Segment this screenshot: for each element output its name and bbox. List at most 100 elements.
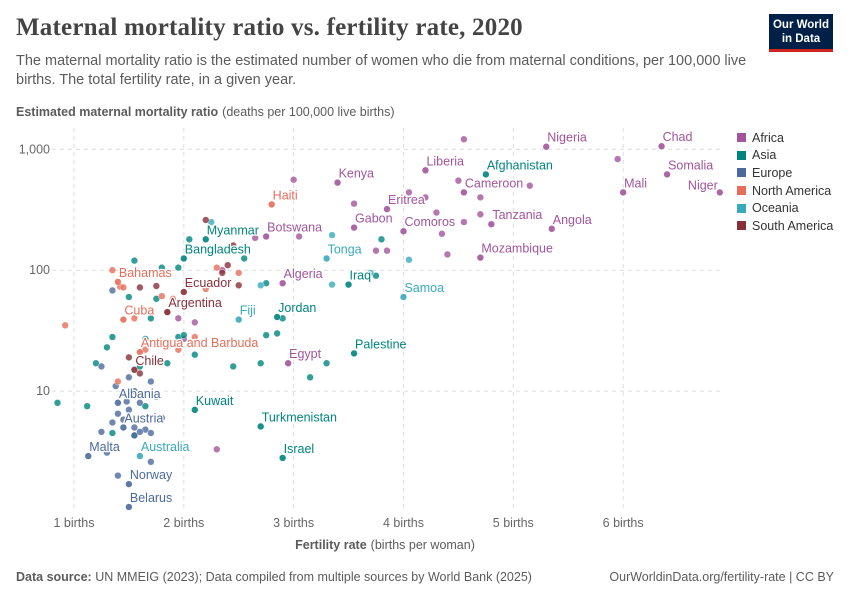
data-point-somalia	[663, 170, 671, 178]
data-point-australia	[136, 452, 144, 460]
y-axis-label-rest: (deaths per 100,000 live births)	[222, 105, 394, 119]
data-point-chad	[657, 142, 666, 150]
data-point	[202, 216, 210, 224]
data-point-cameroon	[460, 188, 468, 196]
data-point-algeria	[279, 279, 287, 287]
y-axis-label-bold: Estimated maternal mortality ratio	[16, 105, 219, 119]
data-point	[125, 353, 133, 361]
data-point	[257, 281, 265, 289]
legend-swatch	[737, 150, 746, 160]
data-point-egypt	[284, 359, 292, 367]
data-point-malta	[84, 452, 92, 460]
data-point	[224, 261, 232, 269]
data-point	[526, 182, 534, 190]
data-point	[141, 402, 149, 410]
data-point	[125, 373, 133, 381]
data-point-niger	[716, 188, 724, 196]
data-point	[235, 281, 243, 289]
data-point	[130, 387, 138, 395]
point-label-fiji: Fiji	[240, 304, 256, 318]
x-tick-label: 6 births	[603, 516, 644, 530]
data-point	[83, 402, 91, 410]
owid-logo[interactable]: Our World in Data	[769, 14, 833, 52]
legend-swatch	[737, 221, 746, 231]
data-point	[180, 331, 188, 339]
data-point	[92, 359, 100, 367]
data-point	[136, 362, 144, 371]
legend-item-asia[interactable]: Asia	[737, 147, 833, 165]
data-point-kuwait	[191, 406, 199, 414]
legend-label: North America	[752, 183, 832, 198]
data-point	[306, 373, 314, 381]
legend-swatch	[737, 168, 746, 178]
data-point	[273, 329, 281, 338]
data-point	[103, 448, 111, 457]
data-point	[174, 264, 182, 272]
data-point	[114, 410, 122, 418]
data-point	[438, 230, 446, 238]
point-label-belarus: Belarus	[130, 491, 172, 505]
data-point	[125, 406, 133, 414]
data-point	[147, 458, 155, 466]
point-label-gabon: Gabon	[355, 212, 393, 226]
data-point	[240, 254, 248, 263]
data-point	[191, 351, 199, 359]
point-label-bangladesh: Bangladesh	[185, 242, 251, 256]
point-label-angola: Angola	[553, 213, 592, 227]
data-point	[213, 445, 221, 453]
data-point	[229, 241, 237, 250]
legend-swatch	[737, 203, 746, 213]
data-point	[443, 250, 452, 259]
legend: Africa Asia Europe North America Oceania Sout…	[737, 129, 833, 235]
data-point-tanzania	[487, 220, 495, 228]
point-label-norway: Norway	[130, 468, 173, 482]
data-point	[251, 234, 259, 242]
data-point	[290, 176, 298, 184]
data-point-mali	[619, 188, 627, 196]
data-points	[53, 135, 724, 511]
legend-label: South America	[752, 218, 834, 233]
data-point-haiti	[268, 200, 276, 209]
data-point	[61, 321, 69, 329]
point-label-israel: Israel	[284, 442, 315, 456]
legend-item-africa[interactable]: Africa	[737, 129, 833, 147]
data-point-jordan	[273, 313, 281, 321]
logo-line-1: Our World	[772, 19, 829, 31]
data-point-iraq	[344, 281, 353, 289]
x-tick-label: 1 births	[53, 516, 94, 530]
legend-label: Oceania	[752, 201, 799, 216]
legend-item-north-america[interactable]: North America	[737, 182, 833, 200]
legend-swatch	[737, 133, 746, 143]
y-tick-label: 1,000	[19, 142, 50, 156]
data-point	[218, 269, 226, 277]
data-point	[460, 218, 468, 226]
data-point-ecuador	[180, 288, 188, 296]
data-point	[185, 235, 193, 243]
legend-item-europe[interactable]: Europe	[737, 164, 833, 182]
data-point	[147, 314, 155, 322]
axes: 10 100 1,000 1 births 2 births 3 births 4 birt…	[19, 142, 644, 530]
data-point	[130, 423, 138, 432]
data-point	[136, 283, 144, 292]
data-point	[262, 331, 270, 339]
data-point	[103, 343, 111, 351]
data-point-palestine	[350, 349, 358, 358]
data-point	[476, 193, 484, 202]
point-label-liberia: Liberia	[426, 154, 464, 168]
data-point	[108, 286, 117, 295]
footer-credit[interactable]: OurWorldinData.org/fertility-rate | CC B…	[609, 570, 834, 584]
data-point	[108, 266, 117, 274]
data-point-myanmar	[202, 235, 210, 243]
data-point	[163, 359, 171, 367]
legend-item-oceania[interactable]: Oceania	[737, 199, 833, 217]
data-point	[405, 256, 413, 264]
data-point-fiji	[235, 316, 243, 324]
data-point	[174, 346, 182, 354]
point-label-nigeria: Nigeria	[547, 131, 587, 145]
y-tick-label: 10	[36, 384, 50, 398]
x-axis-label-bold: Fertility rate	[295, 538, 367, 552]
data-point	[136, 428, 144, 436]
data-point	[123, 397, 131, 406]
data-point	[185, 281, 193, 289]
legend-item-south-america[interactable]: South America	[737, 217, 833, 235]
